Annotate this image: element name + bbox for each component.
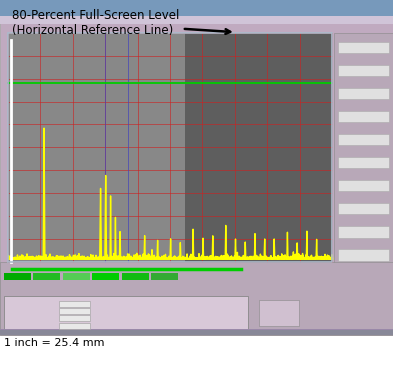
Bar bbox=[8, 33, 332, 262]
Bar bbox=[59, 323, 90, 329]
Bar bbox=[338, 203, 389, 214]
Bar bbox=[59, 315, 90, 321]
Bar bbox=[338, 134, 389, 145]
Bar bbox=[338, 157, 389, 168]
Bar bbox=[338, 42, 389, 53]
Bar bbox=[59, 308, 90, 314]
Bar bbox=[4, 296, 248, 329]
Bar bbox=[92, 273, 119, 280]
Text: 1 inch = 25.4 mm: 1 inch = 25.4 mm bbox=[4, 338, 105, 348]
Bar bbox=[185, 33, 332, 262]
Bar bbox=[0, 262, 393, 335]
Bar bbox=[338, 249, 389, 261]
Bar bbox=[0, 330, 393, 335]
Text: 80-Percent Full-Screen Level
(Horizontal Reference Line): 80-Percent Full-Screen Level (Horizontal… bbox=[12, 9, 230, 37]
Bar bbox=[0, 329, 393, 335]
Bar bbox=[0, 16, 393, 24]
Bar bbox=[8, 262, 332, 276]
Bar bbox=[4, 273, 31, 280]
Bar bbox=[151, 273, 178, 280]
Bar bbox=[59, 301, 90, 307]
Bar bbox=[0, 0, 393, 16]
Bar bbox=[334, 33, 393, 276]
Bar bbox=[338, 65, 389, 76]
Bar bbox=[259, 300, 299, 326]
Bar bbox=[122, 273, 149, 280]
Bar bbox=[338, 226, 389, 238]
Bar bbox=[338, 87, 389, 99]
Bar bbox=[33, 273, 60, 280]
Bar bbox=[63, 273, 90, 280]
Bar bbox=[338, 111, 389, 122]
Bar bbox=[338, 180, 389, 191]
Bar bbox=[8, 33, 185, 262]
